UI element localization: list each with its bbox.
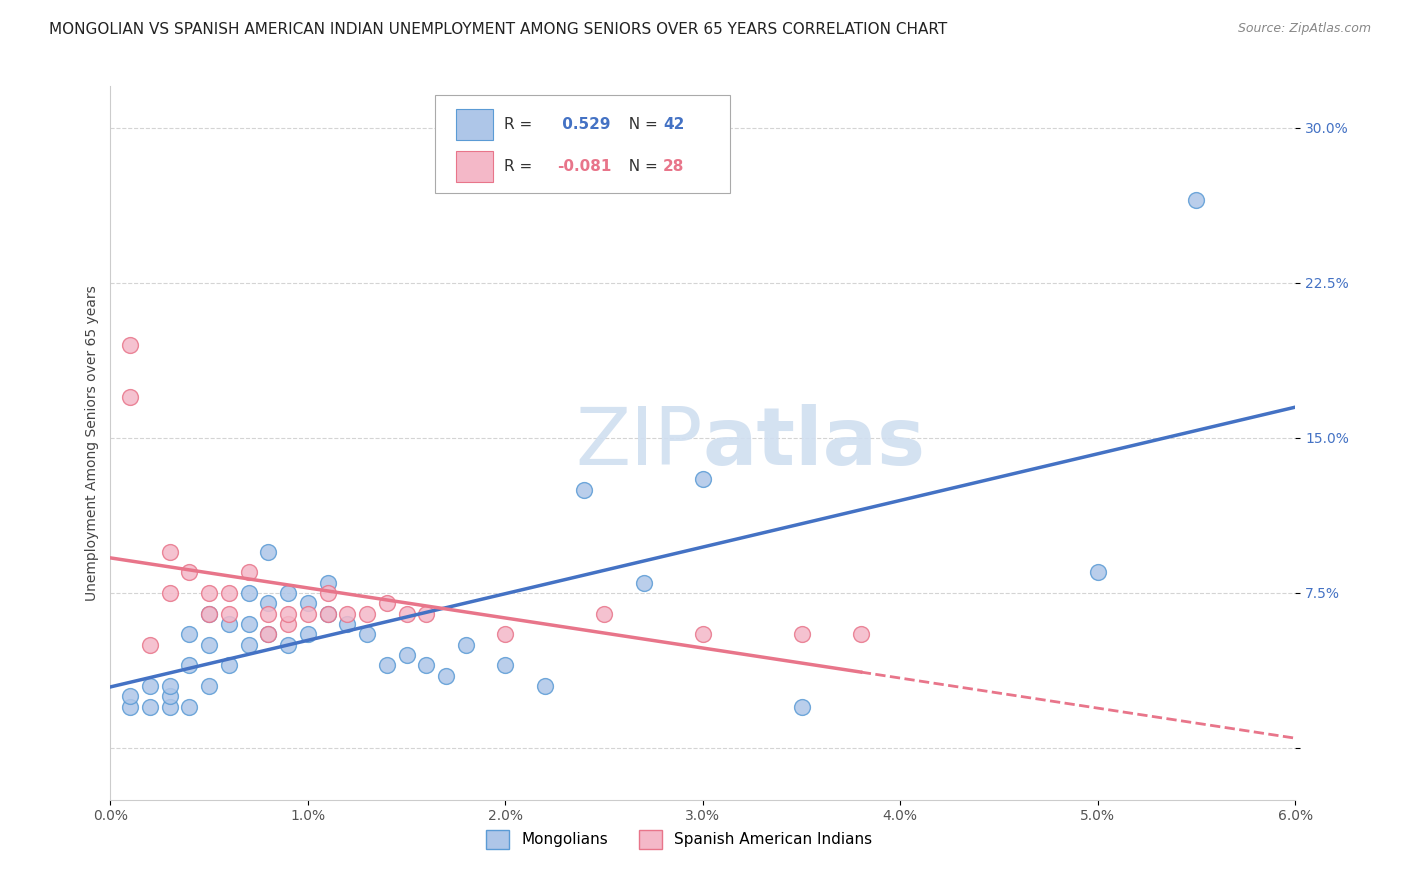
Text: 0.529: 0.529 — [557, 117, 612, 132]
Point — [494, 658, 516, 673]
Point — [198, 586, 221, 600]
Point — [238, 617, 260, 632]
Point — [316, 607, 339, 621]
Point — [120, 338, 142, 352]
Point — [257, 607, 280, 621]
Point — [139, 679, 162, 693]
Point — [356, 607, 378, 621]
Point — [1087, 566, 1109, 580]
Point — [415, 607, 437, 621]
Point — [159, 586, 181, 600]
Point — [336, 617, 359, 632]
Point — [179, 699, 201, 714]
Point — [238, 638, 260, 652]
Point — [356, 627, 378, 641]
Text: 28: 28 — [662, 159, 685, 174]
Text: ZIP: ZIP — [575, 404, 703, 482]
Point — [218, 658, 240, 673]
Point — [179, 627, 201, 641]
Point — [159, 544, 181, 558]
Point — [434, 668, 457, 682]
Point — [198, 679, 221, 693]
Point — [139, 638, 162, 652]
Point — [494, 627, 516, 641]
Point — [395, 648, 418, 662]
Point — [692, 472, 714, 486]
Text: -0.081: -0.081 — [557, 159, 612, 174]
Point — [218, 586, 240, 600]
Point — [238, 586, 260, 600]
Point — [159, 690, 181, 704]
Point — [534, 679, 557, 693]
Point — [790, 627, 813, 641]
Point — [139, 699, 162, 714]
Point — [297, 627, 319, 641]
Point — [415, 658, 437, 673]
Point — [316, 575, 339, 590]
Text: R =: R = — [503, 117, 537, 132]
Point — [159, 679, 181, 693]
Point — [198, 607, 221, 621]
Point — [277, 617, 299, 632]
Text: MONGOLIAN VS SPANISH AMERICAN INDIAN UNEMPLOYMENT AMONG SENIORS OVER 65 YEARS CO: MONGOLIAN VS SPANISH AMERICAN INDIAN UNE… — [49, 22, 948, 37]
Point — [120, 690, 142, 704]
Point — [198, 607, 221, 621]
Point — [790, 699, 813, 714]
Text: R =: R = — [503, 159, 537, 174]
Point — [218, 617, 240, 632]
Point — [574, 483, 596, 497]
Point — [1185, 193, 1208, 207]
Point — [257, 544, 280, 558]
Point — [277, 607, 299, 621]
Point — [316, 586, 339, 600]
Point — [198, 638, 221, 652]
Legend: Mongolians, Spanish American Indians: Mongolians, Spanish American Indians — [478, 822, 880, 856]
Text: N =: N = — [619, 117, 664, 132]
Point — [120, 699, 142, 714]
Point — [257, 627, 280, 641]
Point — [297, 607, 319, 621]
Text: atlas: atlas — [703, 404, 927, 482]
Point — [277, 638, 299, 652]
Point — [633, 575, 655, 590]
Point — [297, 596, 319, 610]
Point — [277, 586, 299, 600]
Point — [336, 607, 359, 621]
Point — [257, 627, 280, 641]
Point — [179, 566, 201, 580]
Point — [218, 607, 240, 621]
Point — [375, 596, 398, 610]
Text: N =: N = — [619, 159, 664, 174]
Point — [849, 627, 872, 641]
Point — [593, 607, 616, 621]
Y-axis label: Unemployment Among Seniors over 65 years: Unemployment Among Seniors over 65 years — [86, 285, 100, 601]
Point — [159, 699, 181, 714]
Point — [692, 627, 714, 641]
Point — [238, 566, 260, 580]
Point — [454, 638, 477, 652]
Point — [375, 658, 398, 673]
Text: 42: 42 — [662, 117, 685, 132]
Point — [179, 658, 201, 673]
Text: Source: ZipAtlas.com: Source: ZipAtlas.com — [1237, 22, 1371, 36]
Point — [120, 390, 142, 404]
Point — [316, 607, 339, 621]
Point — [257, 596, 280, 610]
Point — [395, 607, 418, 621]
